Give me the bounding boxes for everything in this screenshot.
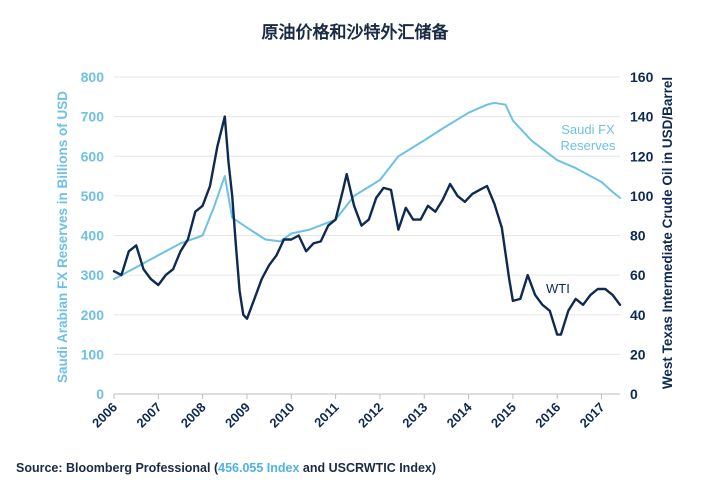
series-label-line: Saudi FX (561, 122, 615, 137)
axes (113, 393, 620, 399)
series (112, 101, 622, 336)
right-tick-label: 40 (630, 307, 646, 323)
source-prefix: Source: Bloomberg Professional ( (16, 461, 219, 475)
x-tick-label: 2013 (399, 400, 430, 431)
series-labels: Saudi FX Reserves WTI (546, 122, 616, 296)
x-tick-label: 2011 (311, 400, 342, 431)
source-note: Source: Bloomberg Professional (456.055 … (16, 461, 436, 475)
left-tick-label: 100 (81, 346, 105, 362)
right-tick-label: 160 (630, 69, 654, 85)
x-tick-label: 2006 (89, 400, 120, 431)
right-tick-label: 20 (630, 346, 646, 362)
series-label-saudi-fx: Saudi FX Reserves (561, 122, 616, 153)
right-tick-label: 80 (630, 228, 646, 244)
x-tick-label: 2010 (266, 400, 297, 431)
x-tick-label: 2007 (133, 400, 164, 431)
grid (114, 76, 620, 395)
x-tick-label: 2009 (222, 400, 253, 431)
series-label-line: Reserves (561, 138, 616, 153)
source-middle: and USCRWTIC Index) (299, 461, 437, 475)
series-label-wti: WTI (546, 281, 570, 296)
x-tick-label: 2008 (178, 400, 209, 431)
right-axis-label: West Texas Intermediate Crude Oil in USD… (660, 77, 675, 389)
x-tick-label: 2015 (488, 400, 519, 431)
series-line-wti (112, 115, 622, 336)
left-tick-label: 800 (81, 69, 105, 85)
x-tick-label: 2014 (444, 399, 476, 431)
x-tick-label: 2017 (577, 400, 608, 431)
left-tick-label: 700 (81, 109, 105, 125)
chart-title: 原油价格和沙特外汇储备 (262, 22, 450, 43)
right-tick-label: 120 (630, 148, 654, 164)
right-tick-label: 100 (630, 188, 654, 204)
series-line-saudi-fx-reserves (113, 101, 621, 281)
left-tick-label: 0 (96, 386, 104, 402)
right-tick-label: 60 (630, 267, 646, 283)
left-tick-label: 200 (81, 307, 105, 323)
source-index-1: 456.055 Index (218, 461, 300, 475)
left-tick-label: 500 (81, 188, 105, 204)
left-axis-label: Saudi Arabian FX Reserves in Billions of… (55, 91, 70, 383)
x-tick-label: 2016 (532, 400, 563, 431)
left-tick-label: 600 (81, 148, 105, 164)
x-tick-label: 2012 (355, 400, 386, 431)
right-tick-label: 140 (630, 109, 654, 125)
right-tick-label: 0 (630, 386, 638, 402)
left-tick-label: 400 (81, 228, 105, 244)
left-tick-label: 300 (81, 267, 105, 283)
